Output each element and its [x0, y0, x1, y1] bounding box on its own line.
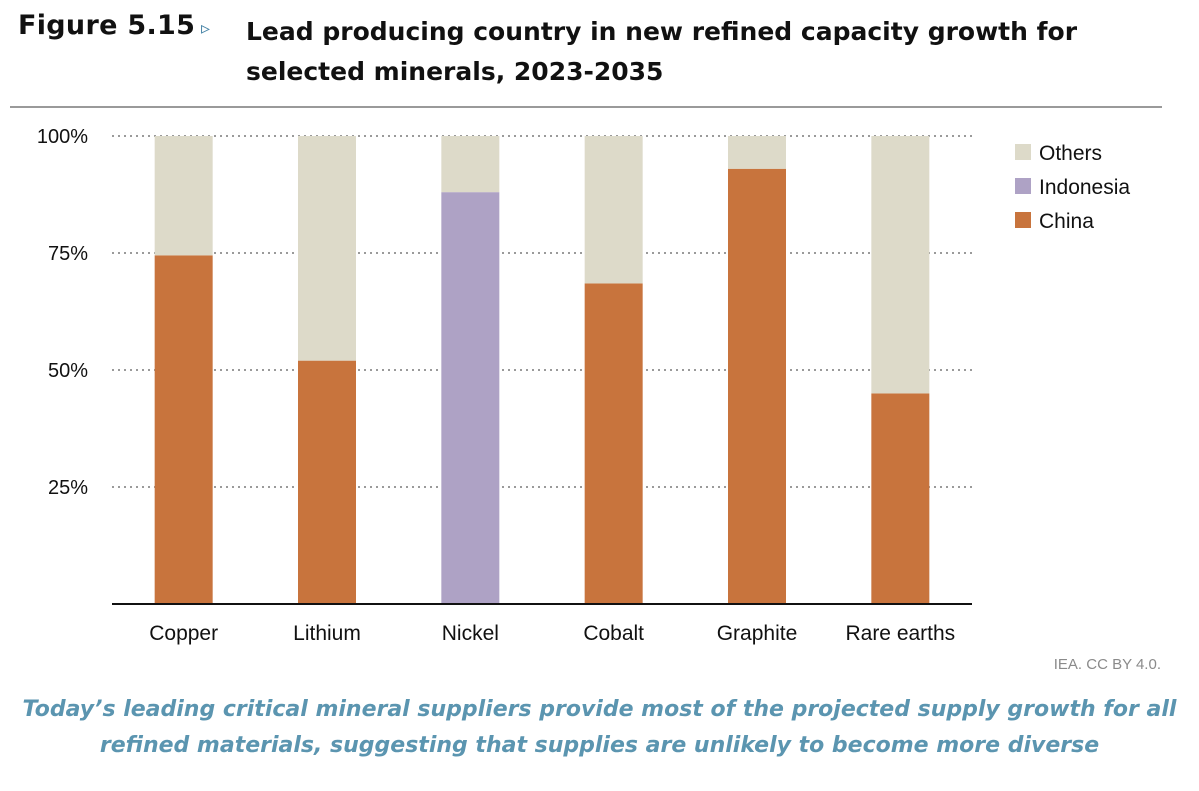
x-tick-label: Nickel	[442, 622, 499, 645]
header-divider	[10, 106, 1162, 108]
bar-nickel-indonesia	[441, 192, 500, 604]
bar-graphite-china	[728, 168, 786, 604]
legend-swatch-china	[1015, 212, 1031, 228]
x-tick-label: Cobalt	[583, 622, 644, 645]
legend-label-indonesia: Indonesia	[1039, 176, 1130, 199]
bar-nickel-others	[441, 136, 500, 193]
y-tick-label: 100%	[37, 126, 88, 148]
legend: Others Indonesia China	[1015, 142, 1130, 233]
x-tick-label: Lithium	[293, 622, 361, 645]
x-tick-label: Graphite	[717, 622, 798, 645]
bar-rare-earths-others	[871, 136, 930, 394]
bar-cobalt-china	[584, 283, 643, 604]
y-tick-label: 75%	[48, 243, 88, 265]
bar-graphite-others	[728, 136, 786, 169]
bars	[154, 136, 930, 604]
bar-lithium-others	[298, 136, 356, 361]
y-tick-label: 25%	[48, 477, 88, 499]
source-credit: IEA. CC BY 4.0.	[1053, 656, 1161, 673]
legend-swatch-indonesia	[1015, 178, 1031, 194]
x-tick-label: Copper	[149, 622, 218, 645]
figure-label: Figure 5.15	[18, 10, 196, 41]
figure-caption: Today’s leading critical mineral supplie…	[22, 697, 1177, 758]
figure-title: Lead producing country in new refined ca…	[246, 17, 1078, 86]
bar-rare-earths-china	[871, 393, 930, 604]
x-tick-label: Rare earths	[845, 622, 955, 645]
gridlines	[112, 135, 972, 488]
legend-label-others: Others	[1039, 142, 1102, 165]
legend-label-china: China	[1039, 210, 1094, 233]
y-tick-label: 50%	[48, 360, 88, 382]
bar-cobalt-others	[584, 136, 643, 284]
bar-lithium-china	[298, 360, 356, 604]
bar-copper-china	[154, 255, 213, 604]
bar-copper-others	[154, 136, 213, 256]
figure-header: Figure 5.15 ▹ Lead producing country in …	[18, 10, 1168, 100]
figure-arrow-icon: ▹	[201, 18, 211, 38]
axes: 25% 50% 75% 100% Copper Lithium Nickel Cobalt Gr…	[37, 126, 972, 645]
legend-swatch-others	[1015, 144, 1031, 160]
